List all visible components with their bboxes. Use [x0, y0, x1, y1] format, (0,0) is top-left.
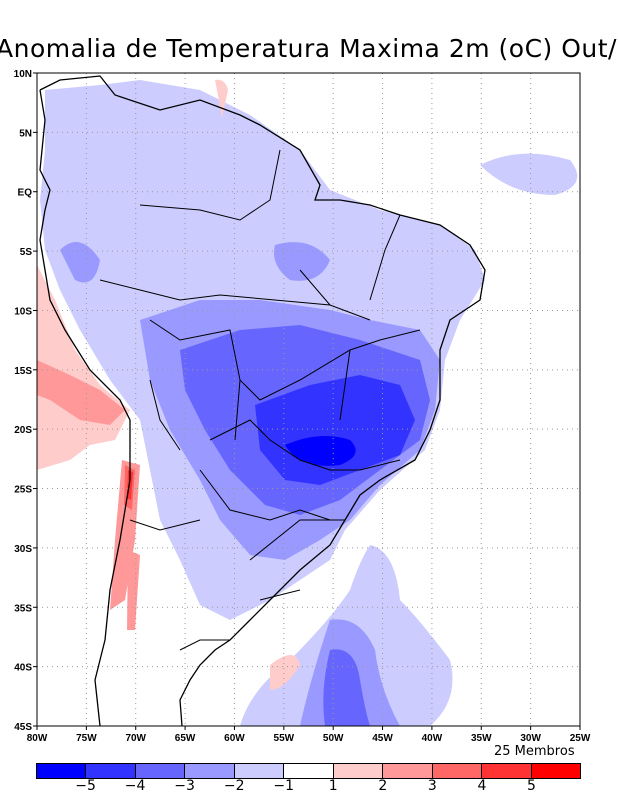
political-borders — [99, 149, 421, 651]
lon-tick-label: 55W — [274, 733, 295, 744]
colorbar-label: 2 — [378, 778, 388, 794]
lat-tick-label: 40S — [14, 663, 32, 674]
colorbar-swatch — [85, 764, 135, 778]
lat-tick-label: 20S — [14, 425, 32, 436]
anomaly-region — [255, 375, 415, 485]
lon-tick-label: 40W — [422, 733, 443, 744]
lat-tick-label: 5N — [19, 128, 32, 139]
colorbar-swatch — [184, 764, 234, 778]
colorbar-swatch — [481, 764, 531, 778]
graticule — [37, 73, 580, 726]
coastline — [39, 75, 486, 727]
anomaly-region — [480, 153, 578, 195]
colorbar-label: −2 — [223, 778, 245, 794]
anomaly-field — [37, 79, 578, 726]
colorbar-swatch — [332, 764, 383, 778]
lon-tick-label: 45W — [372, 733, 393, 744]
lat-tick-label: 10S — [14, 306, 32, 317]
map-frame — [36, 72, 581, 727]
anomaly-region — [127, 550, 140, 630]
colorbar-label: −3 — [174, 778, 195, 794]
lon-tick-label: 75W — [76, 733, 97, 744]
axis-ticks: 80W 75W 70W 65W 60W 55W 50W 45W 40W 35W 30W 25W 10N 5… — [14, 69, 591, 744]
colorbar-label: 1 — [328, 778, 338, 794]
colorbar-swatch — [283, 764, 333, 778]
lat-tick-label: 10N — [14, 69, 32, 80]
colorbar-swatch — [134, 764, 185, 778]
lat-tick-label: 25S — [14, 485, 32, 496]
lon-tick-label: 80W — [27, 733, 48, 744]
lat-tick-label: 30S — [14, 544, 32, 555]
colorbar — [36, 763, 581, 779]
lat-tick-label: 15S — [14, 366, 32, 377]
lat-tick-label: 45S — [14, 722, 32, 733]
lat-tick-label: 5S — [20, 247, 33, 258]
colorbar-swatch — [233, 764, 284, 778]
lon-tick-label: 30W — [520, 733, 541, 744]
colorbar-swatch — [530, 764, 580, 778]
colorbar-swatch — [37, 764, 86, 778]
lon-tick-label: 25W — [570, 733, 591, 744]
anomaly-region — [140, 86, 190, 107]
anomaly-region — [37, 360, 125, 425]
colorbar-label: −5 — [75, 778, 96, 794]
lat-tick-label: 35S — [14, 603, 32, 614]
lon-tick-label: 60W — [224, 733, 245, 744]
anomaly-region — [323, 649, 370, 726]
anomaly-region — [270, 655, 300, 690]
lon-tick-label: 65W — [175, 733, 196, 744]
colorbar-swatch — [431, 764, 482, 778]
lon-tick-label: 50W — [323, 733, 344, 744]
map-title: Anomalia de Temperatura Maxima 2m (oC) O… — [0, 34, 618, 63]
colorbar-label: 5 — [526, 778, 536, 794]
members-label: 25 Membros — [494, 744, 575, 759]
lon-tick-label: 70W — [125, 733, 146, 744]
anomaly-region — [274, 242, 330, 281]
lat-tick-label: EQ — [18, 188, 33, 199]
colorbar-label: −4 — [124, 778, 146, 794]
colorbar-label: 4 — [477, 778, 487, 794]
anomaly-region — [215, 79, 228, 118]
lon-tick-label: 35W — [471, 733, 492, 744]
colorbar-label: −1 — [273, 778, 295, 794]
anomaly-region — [60, 242, 100, 283]
colorbar-swatch — [382, 764, 432, 778]
colorbar-label: 3 — [427, 778, 437, 794]
anomaly-region — [285, 436, 356, 466]
